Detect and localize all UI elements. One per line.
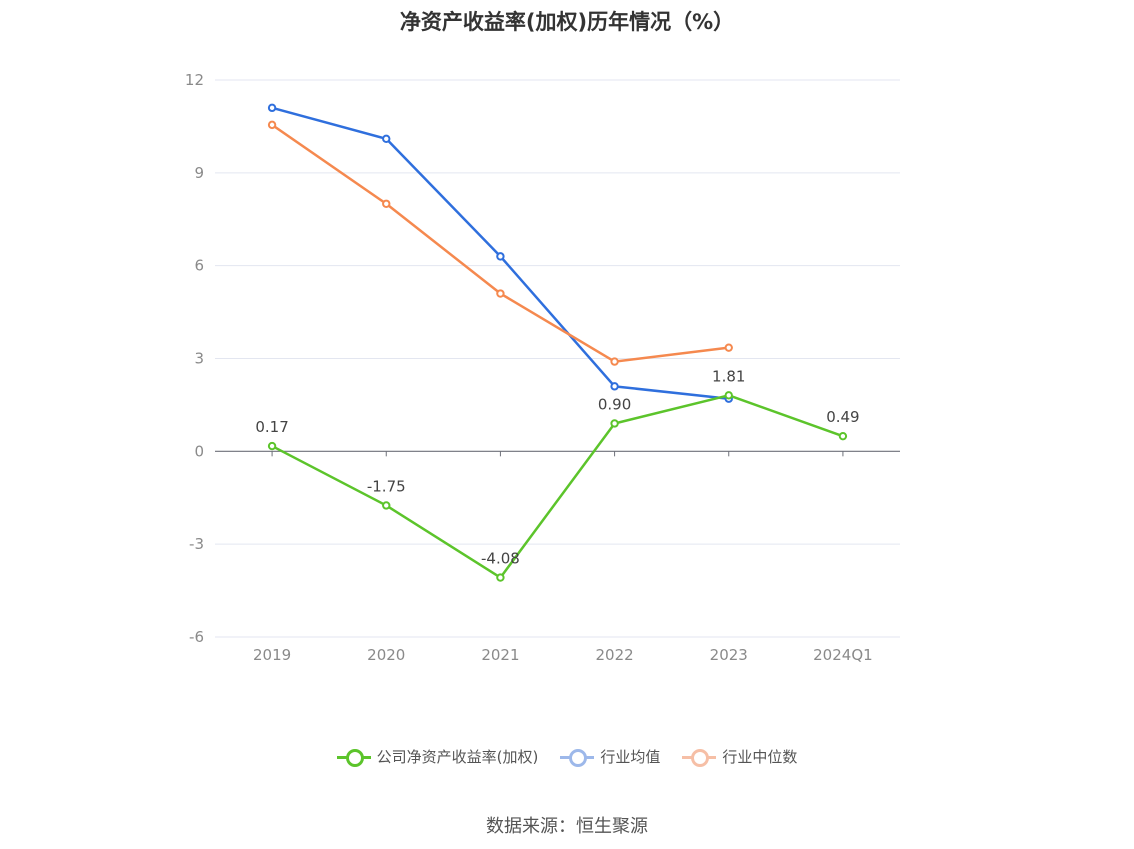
data-source: 数据来源：恒生聚源 [486,816,648,837]
legend-swatch-company [336,748,371,767]
data-point [267,103,277,113]
y-tick-label: 0 [194,442,204,460]
data-point [610,357,619,366]
x-tick-label: 2021 [481,646,519,664]
data-point [496,573,505,582]
data-label: -1.75 [367,477,406,495]
data-point [724,343,733,352]
data-point [382,134,391,143]
y-tick-label: 9 [194,164,204,182]
chart-title: 净资产收益率(加权)历年情况（%） [399,10,735,34]
legend-swatch-industry-mean [560,748,595,767]
data-point [267,441,277,451]
legend-item-company[interactable]: 公司净资产收益率(加权) [336,746,539,767]
y-tick-label: -6 [189,628,204,646]
y-tick-label: -3 [189,535,204,553]
data-labels: 0.17 -1.75 -4.08 0.90 1.81 0.49 [255,367,859,567]
y-axis: -6 -3 0 3 6 9 12 [185,71,204,646]
data-point [838,431,848,441]
data-point [496,252,505,261]
series-line [271,123,729,363]
grid-lines [215,79,900,638]
data-label: 0.49 [826,408,859,426]
legend-label-industry-mean: 行业均值 [600,748,661,766]
series-line [271,394,844,579]
data-point [382,199,391,208]
x-axis: 2019 2020 2021 2022 2023 2024Q1 [215,450,900,664]
x-tick-label: 2024Q1 [813,646,873,664]
series-group [267,103,848,582]
legend-item-industry-median[interactable]: 行业中位数 [682,746,797,767]
data-label: -4.08 [481,550,520,568]
data-label: 0.17 [255,418,288,436]
data-point [610,382,619,391]
data-label: 0.90 [598,395,631,413]
data-point [496,289,505,298]
data-point [382,501,391,510]
data-point [267,120,277,130]
x-tick-label: 2022 [595,646,633,664]
legend-item-industry-mean[interactable]: 行业均值 [560,746,660,767]
x-tick-label: 2023 [710,646,748,664]
x-tick-label: 2019 [253,646,291,664]
y-tick-label: 6 [194,257,204,275]
y-tick-label: 12 [185,71,204,89]
data-point [610,419,619,428]
data-label: 1.81 [712,367,745,385]
data-point [724,391,733,400]
legend-label-industry-median: 行业中位数 [722,748,798,766]
legend-swatch-industry-median [682,748,717,767]
y-tick-label: 3 [194,350,204,368]
x-tick-label: 2020 [367,646,405,664]
legend: 公司净资产收益率(加权) 行业均值 行业中位数 [0,746,1134,767]
legend-label-company: 公司净资产收益率(加权) [376,748,539,766]
